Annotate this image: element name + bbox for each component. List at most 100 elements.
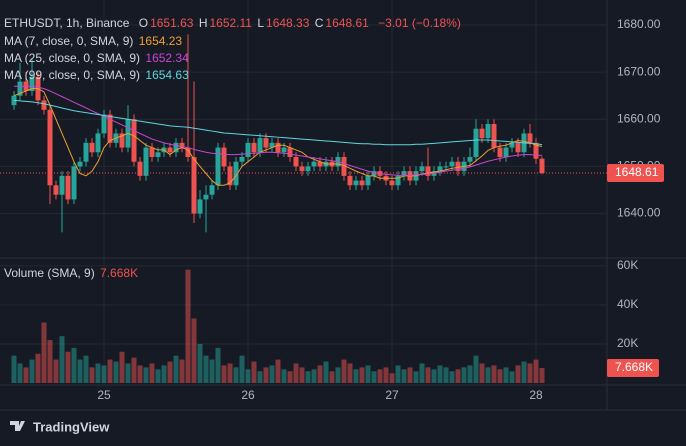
volume-bar — [137, 365, 143, 383]
candle-body — [167, 147, 173, 153]
change: −3.01 (−0.18%) — [378, 16, 461, 30]
candle-body — [467, 156, 473, 162]
candle-body — [473, 128, 479, 157]
volume-bar — [521, 361, 527, 383]
candle-body — [173, 142, 179, 153]
brand-logo[interactable]: TradingView — [10, 419, 110, 434]
grid — [0, 0, 607, 385]
volume-bar — [473, 355, 479, 383]
volume-bar — [77, 359, 83, 383]
volume-bar — [329, 371, 335, 383]
volume-bar — [419, 363, 425, 383]
candle-body — [53, 185, 59, 195]
volume-bar — [341, 359, 347, 383]
volume-bar — [365, 365, 371, 383]
volume-bar — [401, 369, 407, 383]
candle-body — [221, 147, 227, 167]
candle-body — [71, 166, 77, 200]
volume-bar — [245, 369, 251, 383]
candle-body — [17, 81, 23, 96]
candle-body — [137, 161, 143, 176]
candle-body — [185, 147, 191, 157]
candle-body — [143, 147, 149, 176]
candle-body — [347, 175, 353, 186]
volume-bar — [455, 369, 461, 383]
last-price-label: 1648.61 — [615, 165, 659, 179]
candle-body — [497, 147, 503, 157]
candle-body — [257, 138, 263, 153]
candle-body — [131, 119, 137, 162]
candle-body — [449, 161, 455, 167]
volume-bar — [299, 367, 305, 383]
volume-bar — [461, 367, 467, 383]
candle-body — [371, 171, 377, 176]
volume-bar — [287, 371, 293, 383]
volume-bar — [359, 367, 365, 383]
volume-bar — [335, 367, 341, 383]
brand-text[interactable]: TradingView — [33, 419, 110, 434]
volume-bar — [305, 371, 311, 383]
x-tick-label: 25 — [97, 388, 111, 402]
volume-bar — [167, 361, 173, 383]
volume-bar — [395, 365, 401, 383]
volume-bar — [491, 365, 497, 383]
volume-bar — [209, 359, 215, 383]
volume-bar — [65, 351, 71, 383]
volume-bar — [131, 357, 137, 383]
volume-bar — [59, 336, 65, 383]
ohlc-label: H — [198, 16, 208, 30]
candle-body — [299, 166, 305, 172]
ma-name: MA (25, close, 0, SMA, 9) — [4, 51, 141, 65]
volume-bar — [29, 359, 35, 383]
x-tick-label: 28 — [529, 388, 543, 402]
volume-bar — [155, 369, 161, 383]
volume-bar — [89, 367, 95, 383]
volume-bar — [425, 367, 431, 383]
candle-body — [515, 142, 521, 153]
logo-icon[interactable] — [10, 421, 25, 431]
volume-bar — [53, 359, 59, 383]
ma-value: 1654.63 — [145, 68, 189, 82]
candle-body — [107, 114, 113, 143]
ohlc-value: 1652.11 — [209, 16, 252, 30]
volume-bar — [143, 367, 149, 383]
candle-body — [59, 175, 65, 195]
ma-value: 1652.34 — [145, 51, 189, 65]
volume-bar — [11, 355, 17, 383]
candle-body — [119, 133, 125, 148]
volume-bar — [257, 371, 263, 383]
candle-body — [311, 161, 317, 167]
volume-bar — [251, 361, 257, 383]
y-tick-label: 1660.00 — [617, 111, 661, 125]
candle-body — [491, 123, 497, 148]
volume-bar — [311, 369, 317, 383]
volume-bar — [371, 371, 377, 383]
candle-body — [197, 199, 203, 214]
candle-body — [65, 175, 71, 200]
candle-body — [527, 133, 533, 143]
volume-bar — [449, 371, 455, 383]
volume-bar — [203, 355, 209, 383]
ma-legend: MA (99, close, 0, SMA, 9) 1654.63 — [4, 68, 191, 82]
candle-body — [353, 180, 359, 186]
volume-bar — [377, 369, 383, 383]
candle-body — [485, 123, 491, 139]
volume-bar — [497, 369, 503, 383]
volume-bar — [161, 365, 167, 383]
last-volume-box — [607, 359, 659, 378]
volume-bar — [185, 269, 191, 383]
volume-bar — [539, 368, 545, 383]
volume-bar — [83, 355, 89, 383]
candle-body — [275, 142, 281, 153]
volume-bar — [485, 367, 491, 383]
volume-bar — [263, 367, 269, 383]
volume-bar — [431, 369, 437, 383]
volume-bar — [191, 318, 197, 383]
candle-body — [269, 142, 275, 148]
volume-bar — [71, 347, 77, 383]
last-volume-label: 7.668K — [615, 360, 653, 374]
ohlc-label: C — [314, 16, 324, 30]
volume-bar — [149, 363, 155, 383]
ohlc-label: O — [138, 16, 149, 30]
ma-value: 1654.23 — [138, 34, 183, 48]
